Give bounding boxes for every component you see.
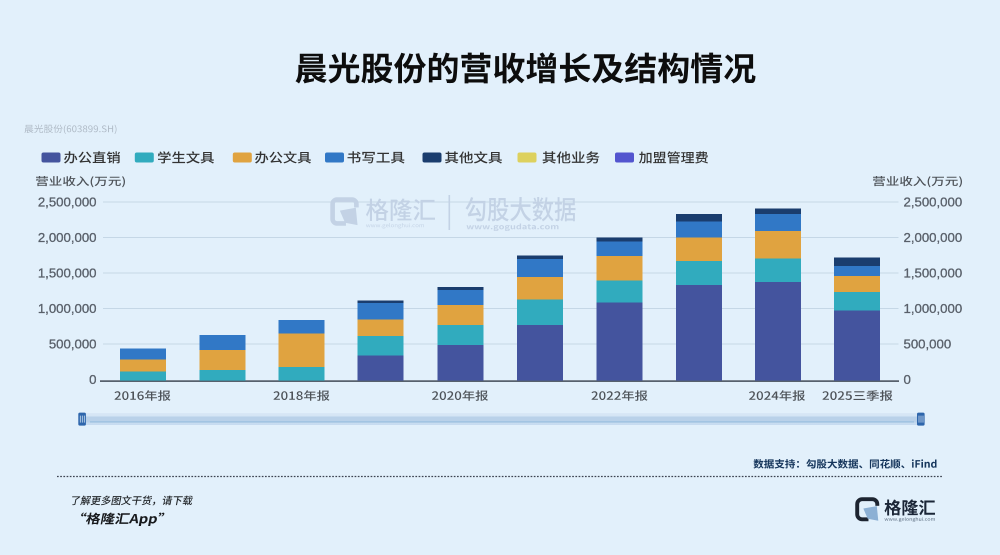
svg-text:1,000,000: 1,000,000 [904, 301, 963, 316]
svg-text:1,500,000: 1,500,000 [904, 266, 963, 281]
svg-text:2,500,000: 2,500,000 [904, 195, 963, 210]
svg-text:1,500,000: 1,500,000 [38, 266, 97, 281]
svg-text:2,500,000: 2,500,000 [38, 195, 97, 210]
svg-text:1,000,000: 1,000,000 [38, 301, 97, 316]
svg-text:0: 0 [904, 372, 911, 387]
svg-text:500,000: 500,000 [904, 337, 952, 352]
svg-text:0: 0 [89, 372, 96, 387]
svg-text:500,000: 500,000 [49, 337, 97, 352]
svg-text:2,000,000: 2,000,000 [904, 230, 963, 245]
svg-text:2,000,000: 2,000,000 [38, 230, 97, 245]
